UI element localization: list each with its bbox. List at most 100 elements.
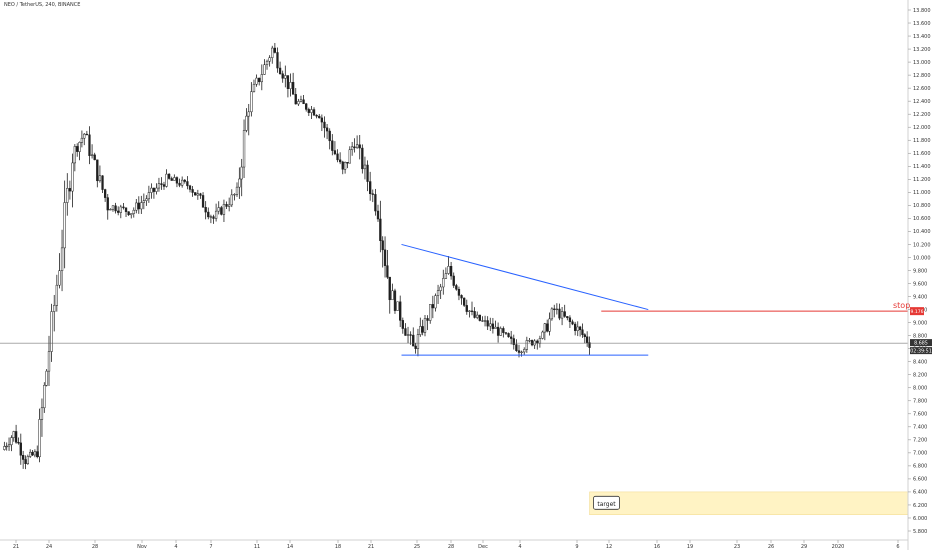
candle-body: [323, 121, 326, 129]
symbol-title: NEO / TetherUS, 240, BINANCE: [4, 2, 81, 8]
price-tick-label: 7.400: [913, 425, 927, 431]
candle-body: [289, 82, 292, 89]
candle-body: [53, 305, 56, 312]
candle-body: [58, 270, 61, 286]
chart-labels: stop target: [593, 301, 910, 510]
candle-body: [230, 194, 233, 206]
candle-body: [258, 77, 261, 83]
time-tick-label: 14: [287, 544, 293, 550]
candle-body: [507, 333, 510, 338]
candle-body: [175, 177, 179, 184]
candle-body: [517, 350, 521, 353]
candle-body: [336, 153, 339, 161]
candle-body: [449, 266, 453, 277]
candle-body: [265, 60, 269, 66]
price-tick-label: 7.600: [913, 412, 927, 418]
candle-body: [155, 187, 158, 192]
candle-body: [217, 207, 220, 212]
candle-body: [96, 159, 99, 182]
upper-trendline: [401, 243, 649, 311]
time-tick-label: 2020: [832, 544, 845, 550]
price-tick-label: 6.600: [913, 477, 927, 483]
candle-body: [510, 336, 513, 339]
time-tick-label: 4: [518, 544, 521, 550]
candle-body: [183, 179, 186, 182]
candle-body: [486, 320, 489, 327]
candle-body: [325, 127, 329, 132]
candle-body: [423, 318, 427, 333]
candle-body: [379, 218, 382, 241]
candle-body: [238, 178, 241, 188]
price-tick-label: 8.800: [913, 333, 927, 339]
candle-body: [581, 329, 584, 335]
price-tick-label: 12.000: [913, 125, 931, 131]
candle-body: [85, 133, 89, 136]
candle-body: [38, 419, 41, 458]
candle-body: [343, 162, 347, 170]
candle-body: [431, 304, 434, 309]
time-tick-label: 18: [335, 544, 341, 550]
price-tick-label: 8.200: [913, 373, 927, 379]
candle-body: [465, 305, 468, 312]
drawing-layer: [0, 243, 909, 515]
candle-body: [366, 164, 369, 182]
candle-body: [550, 308, 554, 320]
target-label-box: [593, 495, 620, 510]
candle-body: [412, 334, 415, 347]
time-tick-label: 21: [368, 544, 374, 550]
price-tick-label: 10.400: [913, 229, 931, 235]
candle-body: [170, 178, 173, 181]
candle-body: [284, 75, 287, 79]
candle-body: [351, 146, 354, 151]
candle-body: [214, 210, 218, 219]
candle-body: [47, 351, 51, 372]
candle-body: [318, 115, 321, 119]
time-tick-label: 11: [254, 544, 260, 550]
candle-body: [196, 193, 199, 196]
price-tick-label: 10.800: [913, 203, 931, 209]
candle-body: [568, 317, 572, 323]
price-tick-label: 6.400: [913, 490, 927, 496]
candle-body: [573, 323, 577, 331]
candle-body: [233, 194, 236, 196]
candle-body: [101, 175, 104, 190]
candle-body: [528, 340, 531, 342]
candle-body: [240, 166, 243, 180]
candle-body: [361, 147, 364, 170]
candle-body: [426, 318, 429, 321]
candle-body: [530, 340, 534, 346]
candle-body: [103, 189, 107, 198]
candle-body: [310, 109, 313, 113]
last-price-label: 8.685: [914, 341, 928, 347]
candle-body: [98, 175, 102, 182]
candle-body: [43, 385, 46, 409]
candle-body: [199, 193, 202, 196]
candle-body: [173, 177, 176, 181]
price-tick-label: 12.800: [913, 73, 931, 79]
candle-body: [83, 133, 86, 139]
candle-body: [586, 336, 589, 343]
price-tick-label: 7.800: [913, 399, 927, 405]
candle-body: [496, 326, 500, 336]
candle-body: [7, 444, 11, 447]
candle-body: [463, 297, 466, 306]
candle-body: [399, 301, 402, 321]
candle-body: [252, 83, 256, 92]
candle-body: [276, 52, 279, 69]
candle-body: [491, 323, 495, 329]
candle-body: [494, 326, 497, 329]
candle-body: [452, 275, 455, 286]
candle-body: [338, 159, 342, 163]
candle-body: [401, 320, 404, 329]
candle-body: [117, 210, 120, 213]
candle-body: [312, 109, 316, 116]
candle-body: [106, 197, 109, 211]
candle-body: [12, 431, 15, 438]
candle-body: [436, 290, 440, 296]
candle-body: [45, 370, 48, 386]
candle-body: [439, 286, 442, 291]
time-tick-label: 6: [896, 544, 899, 550]
price-tick-label: 9.000: [913, 320, 927, 326]
candle-body: [122, 206, 125, 209]
